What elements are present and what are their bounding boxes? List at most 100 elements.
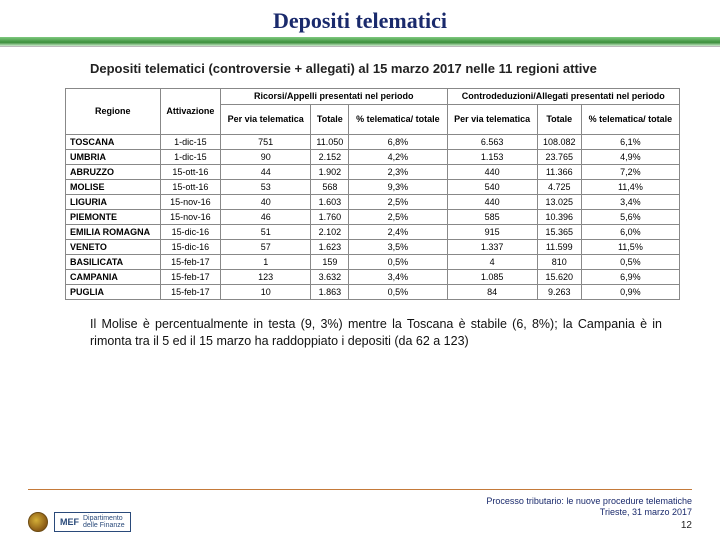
table-row: TOSCANA1-dic-1575111.0506,8%6.563108.082… bbox=[66, 134, 680, 149]
cell-regione: UMBRIA bbox=[66, 149, 161, 164]
table-row: MOLISE15-ott-16535689,3%5404.72511,4% bbox=[66, 179, 680, 194]
cell-totale-2: 4.725 bbox=[537, 179, 581, 194]
cell-via-2: 84 bbox=[447, 284, 537, 299]
cell-totale-1: 11.050 bbox=[311, 134, 349, 149]
cell-via-2: 1.153 bbox=[447, 149, 537, 164]
cell-pct-1: 0,5% bbox=[349, 254, 447, 269]
footer-left: MEF Dipartimento delle Finanze bbox=[28, 512, 131, 532]
cell-via-2: 1.085 bbox=[447, 269, 537, 284]
cell-regione: LIGURIA bbox=[66, 194, 161, 209]
cell-pct-1: 2,5% bbox=[349, 209, 447, 224]
cell-attivazione: 15-dic-16 bbox=[160, 239, 220, 254]
table-row: PIEMONTE15-nov-16461.7602,5%58510.3965,6… bbox=[66, 209, 680, 224]
col-via-1: Per via telematica bbox=[221, 104, 311, 134]
footer-right: Processo tributario: le nuove procedure … bbox=[486, 496, 692, 532]
footer: MEF Dipartimento delle Finanze Processo … bbox=[0, 489, 720, 532]
table-row: BASILICATA15-feb-1711590,5%48100,5% bbox=[66, 254, 680, 269]
caption-text: Il Molise è percentualmente in testa (9,… bbox=[90, 316, 662, 350]
cell-regione: EMILIA ROMAGNA bbox=[66, 224, 161, 239]
cell-totale-2: 10.396 bbox=[537, 209, 581, 224]
cell-attivazione: 15-ott-16 bbox=[160, 179, 220, 194]
table-row: EMILIA ROMAGNA15-dic-16512.1022,4%91515.… bbox=[66, 224, 680, 239]
cell-attivazione: 15-nov-16 bbox=[160, 209, 220, 224]
cell-via-1: 90 bbox=[221, 149, 311, 164]
cell-pct-1: 2,3% bbox=[349, 164, 447, 179]
footer-line2: Trieste, 31 marzo 2017 bbox=[486, 507, 692, 519]
cell-totale-2: 810 bbox=[537, 254, 581, 269]
col-activation: Attivazione bbox=[160, 88, 220, 134]
cell-pct-1: 4,2% bbox=[349, 149, 447, 164]
cell-via-1: 53 bbox=[221, 179, 311, 194]
cell-totale-1: 3.632 bbox=[311, 269, 349, 284]
cell-regione: PIEMONTE bbox=[66, 209, 161, 224]
cell-totale-2: 15.365 bbox=[537, 224, 581, 239]
cell-totale-2: 15.620 bbox=[537, 269, 581, 284]
cell-via-2: 540 bbox=[447, 179, 537, 194]
cell-regione: TOSCANA bbox=[66, 134, 161, 149]
cell-pct-1: 2,5% bbox=[349, 194, 447, 209]
col-totale-1: Totale bbox=[311, 104, 349, 134]
cell-totale-1: 1.623 bbox=[311, 239, 349, 254]
cell-via-2: 585 bbox=[447, 209, 537, 224]
cell-attivazione: 15-feb-17 bbox=[160, 269, 220, 284]
cell-pct-2: 7,2% bbox=[581, 164, 679, 179]
cell-via-1: 751 bbox=[221, 134, 311, 149]
cell-pct-1: 6,8% bbox=[349, 134, 447, 149]
cell-via-1: 10 bbox=[221, 284, 311, 299]
cell-regione: ABRUZZO bbox=[66, 164, 161, 179]
cell-via-1: 40 bbox=[221, 194, 311, 209]
cell-pct-2: 3,4% bbox=[581, 194, 679, 209]
cell-pct-1: 3,4% bbox=[349, 269, 447, 284]
cell-via-2: 440 bbox=[447, 164, 537, 179]
cell-via-1: 57 bbox=[221, 239, 311, 254]
title-underline bbox=[0, 37, 720, 47]
cell-attivazione: 15-dic-16 bbox=[160, 224, 220, 239]
cell-pct-2: 6,1% bbox=[581, 134, 679, 149]
data-table: Regione Attivazione Ricorsi/Appelli pres… bbox=[65, 88, 680, 300]
mef-subtext: Dipartimento delle Finanze bbox=[83, 515, 125, 529]
cell-via-2: 440 bbox=[447, 194, 537, 209]
cell-attivazione: 15-nov-16 bbox=[160, 194, 220, 209]
table-row: VENETO15-dic-16571.6233,5%1.33711.59911,… bbox=[66, 239, 680, 254]
cell-totale-2: 9.263 bbox=[537, 284, 581, 299]
cell-via-1: 51 bbox=[221, 224, 311, 239]
cell-via-1: 44 bbox=[221, 164, 311, 179]
cell-pct-2: 0,5% bbox=[581, 254, 679, 269]
footer-rule bbox=[28, 489, 692, 490]
mef-logo: MEF Dipartimento delle Finanze bbox=[54, 512, 131, 532]
cell-via-1: 46 bbox=[221, 209, 311, 224]
table-row: LIGURIA15-nov-16401.6032,5%44013.0253,4% bbox=[66, 194, 680, 209]
cell-pct-1: 0,5% bbox=[349, 284, 447, 299]
title-bar: Depositi telematici bbox=[0, 0, 720, 47]
cell-pct-2: 11,4% bbox=[581, 179, 679, 194]
col-group-controdeduzioni: Controdeduzioni/Allegati presentati nel … bbox=[447, 88, 680, 104]
cell-pct-2: 6,9% bbox=[581, 269, 679, 284]
col-group-ricorsi: Ricorsi/Appelli presentati nel periodo bbox=[221, 88, 447, 104]
col-region: Regione bbox=[66, 88, 161, 134]
cell-totale-1: 1.603 bbox=[311, 194, 349, 209]
footer-line1: Processo tributario: le nuove procedure … bbox=[486, 496, 692, 508]
data-table-wrap: Regione Attivazione Ricorsi/Appelli pres… bbox=[65, 88, 680, 300]
cell-attivazione: 15-ott-16 bbox=[160, 164, 220, 179]
cell-pct-1: 3,5% bbox=[349, 239, 447, 254]
cell-pct-2: 4,9% bbox=[581, 149, 679, 164]
mef-sub2: delle Finanze bbox=[83, 522, 125, 529]
cell-attivazione: 15-feb-17 bbox=[160, 254, 220, 269]
table-body: TOSCANA1-dic-1575111.0506,8%6.563108.082… bbox=[66, 134, 680, 299]
col-via-2: Per via telematica bbox=[447, 104, 537, 134]
cell-pct-2: 11,5% bbox=[581, 239, 679, 254]
cell-regione: MOLISE bbox=[66, 179, 161, 194]
cell-regione: BASILICATA bbox=[66, 254, 161, 269]
cell-totale-2: 13.025 bbox=[537, 194, 581, 209]
cell-pct-2: 5,6% bbox=[581, 209, 679, 224]
cell-totale-1: 568 bbox=[311, 179, 349, 194]
cell-totale-2: 108.082 bbox=[537, 134, 581, 149]
col-pct-2: % telematica/ totale bbox=[581, 104, 679, 134]
cell-regione: PUGLIA bbox=[66, 284, 161, 299]
cell-pct-1: 9,3% bbox=[349, 179, 447, 194]
table-row: UMBRIA1-dic-15902.1524,2%1.15323.7654,9% bbox=[66, 149, 680, 164]
table-row: PUGLIA15-feb-17101.8630,5%849.2630,9% bbox=[66, 284, 680, 299]
cell-via-1: 1 bbox=[221, 254, 311, 269]
cell-totale-1: 2.102 bbox=[311, 224, 349, 239]
cell-regione: CAMPANIA bbox=[66, 269, 161, 284]
